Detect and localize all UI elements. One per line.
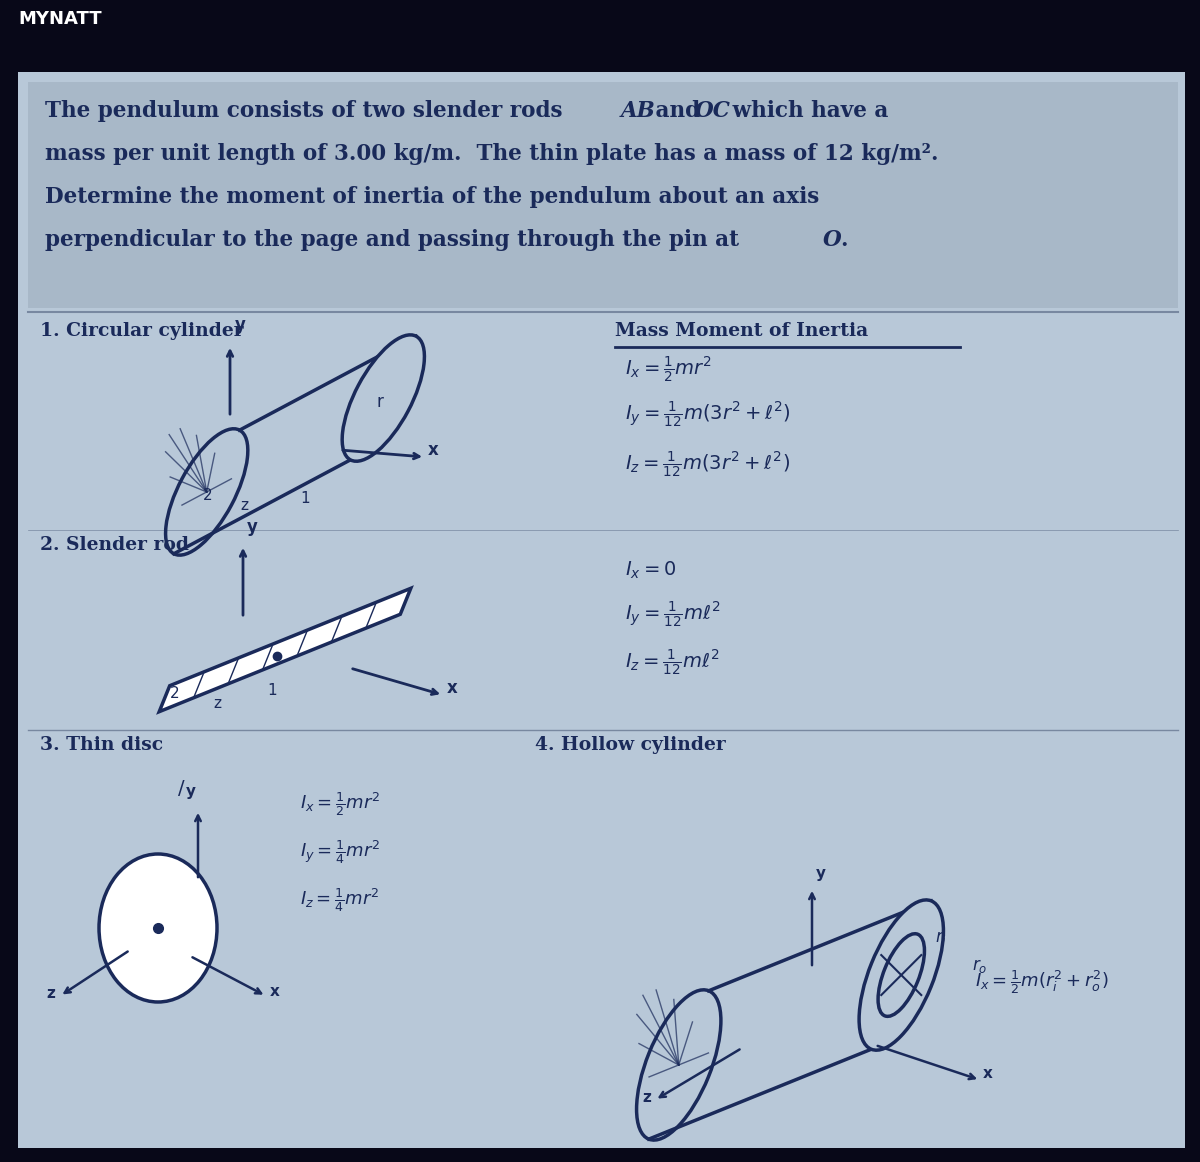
Text: OC: OC xyxy=(695,100,731,122)
Text: $I_z = \frac{1}{4}mr^2$: $I_z = \frac{1}{4}mr^2$ xyxy=(300,885,379,913)
Text: z: z xyxy=(240,498,248,512)
Text: perpendicular to the page and passing through the pin at: perpendicular to the page and passing th… xyxy=(46,229,746,251)
Text: $I_x = 0$: $I_x = 0$ xyxy=(625,560,677,581)
Text: y: y xyxy=(186,784,196,799)
Text: $r_i$: $r_i$ xyxy=(935,928,947,947)
Text: $I_x = \frac{1}{2}mr^2$: $I_x = \frac{1}{2}mr^2$ xyxy=(625,356,712,385)
Text: /: / xyxy=(178,779,185,798)
Text: The pendulum consists of two slender rods: The pendulum consists of two slender rod… xyxy=(46,100,570,122)
Text: x: x xyxy=(428,442,439,459)
Text: Mass Moment of Inertia: Mass Moment of Inertia xyxy=(616,322,868,340)
Text: x: x xyxy=(270,984,280,999)
Text: MYNATT: MYNATT xyxy=(18,10,102,28)
Text: $I_x = \frac{1}{2}mr^2$: $I_x = \frac{1}{2}mr^2$ xyxy=(300,790,380,818)
Text: x: x xyxy=(446,679,457,697)
Text: $I_z = \frac{1}{12}m(3r^2 + \ell^2)$: $I_z = \frac{1}{12}m(3r^2 + \ell^2)$ xyxy=(625,450,790,480)
Text: Determine the moment of inertia of the pendulum about an axis: Determine the moment of inertia of the p… xyxy=(46,186,820,208)
Text: which have a: which have a xyxy=(725,100,888,122)
Ellipse shape xyxy=(342,335,425,461)
Ellipse shape xyxy=(859,899,943,1050)
Ellipse shape xyxy=(98,854,217,1002)
Ellipse shape xyxy=(878,934,924,1017)
Polygon shape xyxy=(28,83,1178,308)
Text: y: y xyxy=(247,518,258,536)
Text: $I_y = \frac{1}{12}m\ell^2$: $I_y = \frac{1}{12}m\ell^2$ xyxy=(625,600,721,630)
Text: 2: 2 xyxy=(170,686,180,701)
Text: O: O xyxy=(823,229,841,251)
Polygon shape xyxy=(160,588,410,711)
Text: $r_o$: $r_o$ xyxy=(972,957,988,975)
Text: 3. Thin disc: 3. Thin disc xyxy=(40,736,163,754)
Text: $I_z = \frac{1}{12}m\ell^2$: $I_z = \frac{1}{12}m\ell^2$ xyxy=(625,648,720,679)
Text: $I_y = \frac{1}{4}mr^2$: $I_y = \frac{1}{4}mr^2$ xyxy=(300,838,380,866)
Text: x: x xyxy=(983,1066,992,1081)
Text: z: z xyxy=(46,987,55,1000)
Text: z: z xyxy=(214,696,221,711)
Polygon shape xyxy=(18,72,1186,1148)
Text: 1: 1 xyxy=(266,683,277,698)
Text: .: . xyxy=(840,229,847,251)
Text: 1. Circular cylinder: 1. Circular cylinder xyxy=(40,322,244,340)
Text: and: and xyxy=(648,100,708,122)
Text: r: r xyxy=(377,393,384,411)
Text: 2: 2 xyxy=(203,488,212,503)
Text: $I_y = \frac{1}{12}m(3r^2 + \ell^2)$: $I_y = \frac{1}{12}m(3r^2 + \ell^2)$ xyxy=(625,400,791,430)
Text: 4. Hollow cylinder: 4. Hollow cylinder xyxy=(535,736,726,754)
Text: 1: 1 xyxy=(300,492,310,505)
Text: $I_x = \frac{1}{2}m(r_i^2 + r_o^2)$: $I_x = \frac{1}{2}m(r_i^2 + r_o^2)$ xyxy=(974,968,1109,996)
Text: y: y xyxy=(235,316,246,333)
Text: y: y xyxy=(816,866,826,881)
Text: 2. Slender rod: 2. Slender rod xyxy=(40,536,190,554)
Text: mass per unit length of 3.00 kg/m.  The thin plate has a mass of 12 kg/m².: mass per unit length of 3.00 kg/m. The t… xyxy=(46,143,938,165)
Text: AB: AB xyxy=(622,100,655,122)
Text: z: z xyxy=(642,1090,650,1105)
